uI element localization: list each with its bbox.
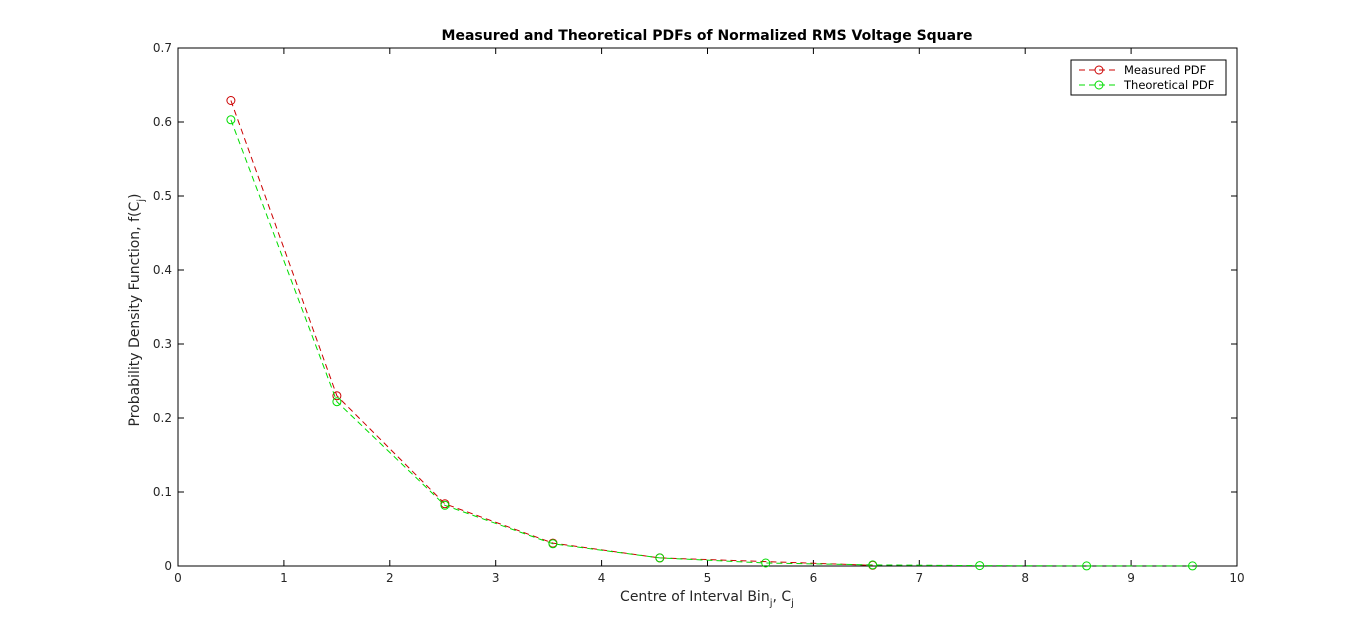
y-axis-ticks: 0 0.1 0.2 0.3 0.4 0.5 0.6 0.7 [153,41,1237,573]
x-tick-label: 3 [492,571,500,585]
x-axis-label: Centre of Interval Binj, Cj [620,589,794,609]
data-point [332,397,342,407]
x-tick-label: 6 [810,571,818,585]
data-point [226,115,236,125]
y-tick-label: 0 [164,559,172,573]
legend-marker [1094,65,1104,75]
x-tick-label: 8 [1021,571,1029,585]
x-tick-label: 1 [280,571,288,585]
y-tick-label: 0.2 [153,411,172,425]
y-tick-label: 0.4 [153,263,172,277]
data-point [1082,561,1092,571]
data-point [761,558,771,568]
plot-area [177,47,1238,567]
y-tick-label: 0.5 [153,189,172,203]
y-axis-label-main: Probability Density Function, f(C [127,202,143,427]
x-axis-label-sep: , C [772,589,791,605]
x-tick-label: 10 [1229,571,1244,585]
data-point [868,560,878,570]
y-tick-label: 0.3 [153,337,172,351]
legend-marker [1094,80,1104,90]
data-point [332,391,342,401]
legend-label: Theoretical PDF [1123,78,1214,92]
series-line [230,119,1193,567]
x-axis-ticks: 0 1 2 3 4 5 6 7 8 9 10 [174,48,1245,585]
series-layer [226,96,1197,571]
data-point [655,553,665,563]
y-axis-label: Probability Density Function, f(Cj) [127,194,147,427]
data-point [226,96,236,105]
data-point [1188,561,1197,571]
y-axis-label-sub: j [136,199,147,203]
x-axis-label-sub: j [769,598,773,609]
legend-label: Measured PDF [1124,63,1206,77]
data-point [440,500,450,510]
chart-title: Measured and Theoretical PDFs of Normali… [442,28,973,44]
y-tick-label: 0.1 [153,485,172,499]
x-tick-label: 4 [598,571,606,585]
y-tick-label: 0.7 [153,41,172,55]
series-line [230,100,873,566]
x-tick-label: 9 [1127,571,1135,585]
x-tick-label: 7 [915,571,923,585]
x-tick-label: 0 [174,571,182,585]
data-point [975,561,985,571]
legend-box [1070,59,1227,96]
series-theoretical [226,115,1197,571]
x-axis-label-main: Centre of Interval Bin [620,589,770,605]
axes-box [177,47,1238,567]
y-tick-label: 0.6 [153,115,172,129]
y-axis-label-tail: ) [127,194,143,199]
x-tick-label: 2 [386,571,394,585]
data-point [548,539,558,549]
x-tick-label: 5 [704,571,712,585]
x-axis-label-sub2: j [790,598,794,609]
